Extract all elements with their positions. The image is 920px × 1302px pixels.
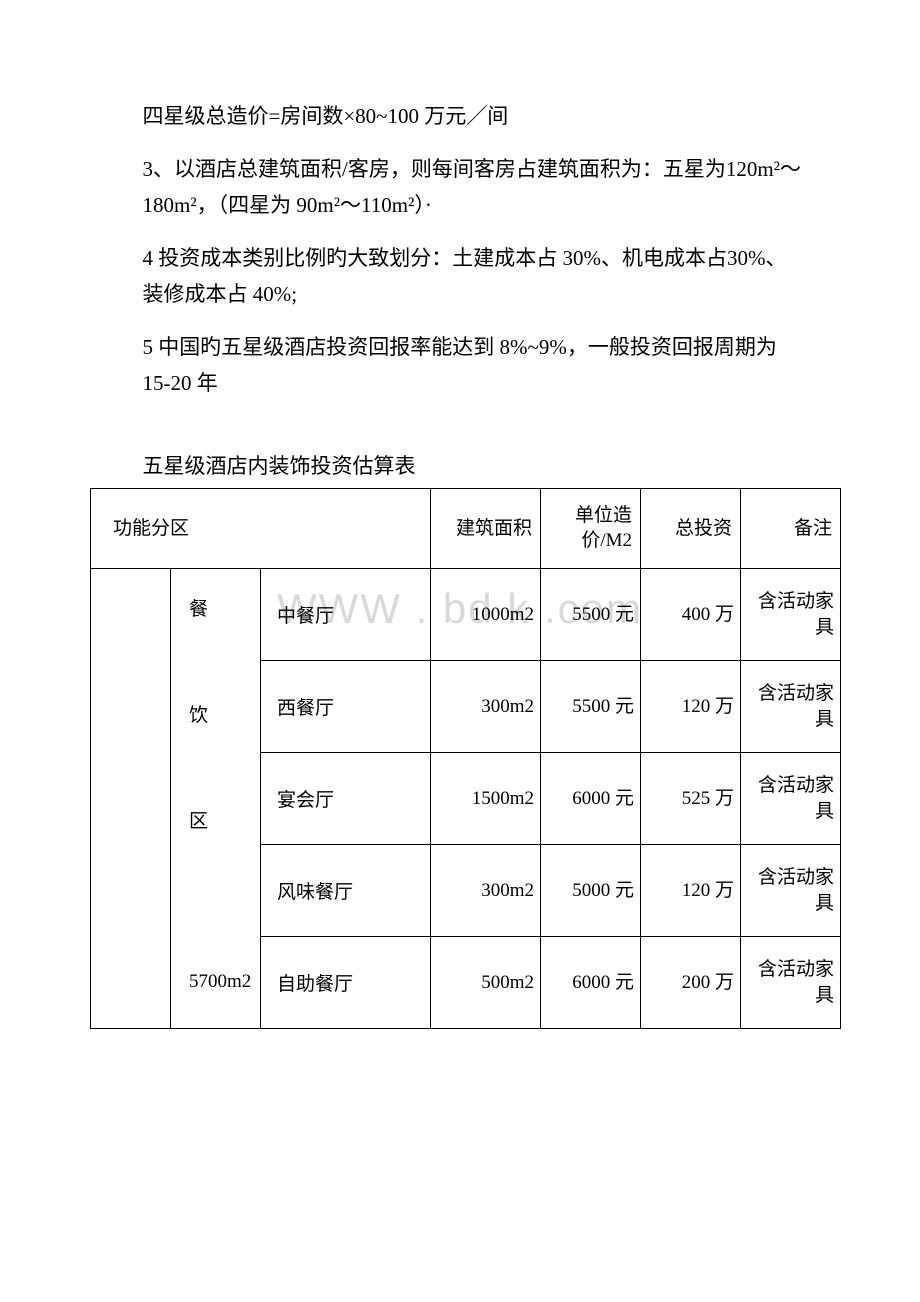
paragraph-roi-a: 5 中国旳五星级酒店投资回报率能达到 8%~9%，一般投资回报周期为 xyxy=(90,331,830,364)
table-title: 五星级酒店内装饰投资估算表 xyxy=(90,450,830,480)
row-note: 含活动家具 xyxy=(741,753,841,845)
section-line-1: 餐 xyxy=(189,599,208,620)
paragraph-area-per-room-b: 180m²，（四星为 90m²～110m²）· xyxy=(90,189,830,222)
paragraph-area-per-room-a: 3、以酒店总建筑面积/客房，则每间客房占建筑面积为：五星为120m²～ xyxy=(90,153,830,186)
row-name: 中餐厅 xyxy=(261,569,431,661)
row-price: 5000 元 xyxy=(541,845,641,937)
spacer xyxy=(90,420,830,450)
paragraph-cost-ratio-a: 4 投资成本类别比例旳大致划分：土建成本占 30%、机电成本占30%、 xyxy=(90,242,830,275)
row-area: 300m2 xyxy=(431,661,541,753)
row-name: 风味餐厅 xyxy=(261,845,431,937)
section-line-3: 区 xyxy=(189,811,208,832)
row-name: 宴会厅 xyxy=(261,753,431,845)
header-area: 建筑面积 xyxy=(431,488,541,568)
header-note: 备注 xyxy=(741,488,841,568)
estimate-table: 功能分区 建筑面积 单位造价/M2 总投资 备注 餐 饮 区 5700m2 中餐… xyxy=(90,488,841,1029)
row-note: 含活动家具 xyxy=(741,569,841,661)
row-area: 1000m2 xyxy=(431,569,541,661)
section-line-2: 饮 xyxy=(189,705,208,726)
header-function: 功能分区 xyxy=(91,488,431,568)
table-row: 餐 饮 区 5700m2 中餐厅 1000m2 5500 元 400 万 含活动… xyxy=(91,569,841,661)
paragraph-4star-cost: 四星级总造价=房间数×80~100 万元／间 xyxy=(90,100,830,133)
document-page: WWW . bd k .com 四星级总造价=房间数×80~100 万元／间 3… xyxy=(0,0,920,1089)
row-total: 200 万 xyxy=(641,937,741,1029)
row-area: 500m2 xyxy=(431,937,541,1029)
row-note: 含活动家具 xyxy=(741,661,841,753)
row-total: 400 万 xyxy=(641,569,741,661)
paragraph-cost-ratio-b: 装修成本占 40%; xyxy=(90,278,830,311)
row-price: 5500 元 xyxy=(541,569,641,661)
header-total: 总投资 xyxy=(641,488,741,568)
paragraph-roi-b: 15-20 年 xyxy=(90,367,830,400)
row-total: 120 万 xyxy=(641,845,741,937)
row-name: 西餐厅 xyxy=(261,661,431,753)
table-header-row: 功能分区 建筑面积 单位造价/M2 总投资 备注 xyxy=(91,488,841,568)
section-area: 5700m2 xyxy=(189,971,251,992)
row-note: 含活动家具 xyxy=(741,937,841,1029)
row-price: 6000 元 xyxy=(541,753,641,845)
row-name: 自助餐厅 xyxy=(261,937,431,1029)
blank-cell xyxy=(91,569,171,1029)
row-note: 含活动家具 xyxy=(741,845,841,937)
row-price: 5500 元 xyxy=(541,661,641,753)
section-label: 餐 饮 区 5700m2 xyxy=(171,569,261,1029)
row-price: 6000 元 xyxy=(541,937,641,1029)
row-area: 300m2 xyxy=(431,845,541,937)
row-total: 525 万 xyxy=(641,753,741,845)
row-total: 120 万 xyxy=(641,661,741,753)
header-unit-price: 单位造价/M2 xyxy=(541,488,641,568)
row-area: 1500m2 xyxy=(431,753,541,845)
